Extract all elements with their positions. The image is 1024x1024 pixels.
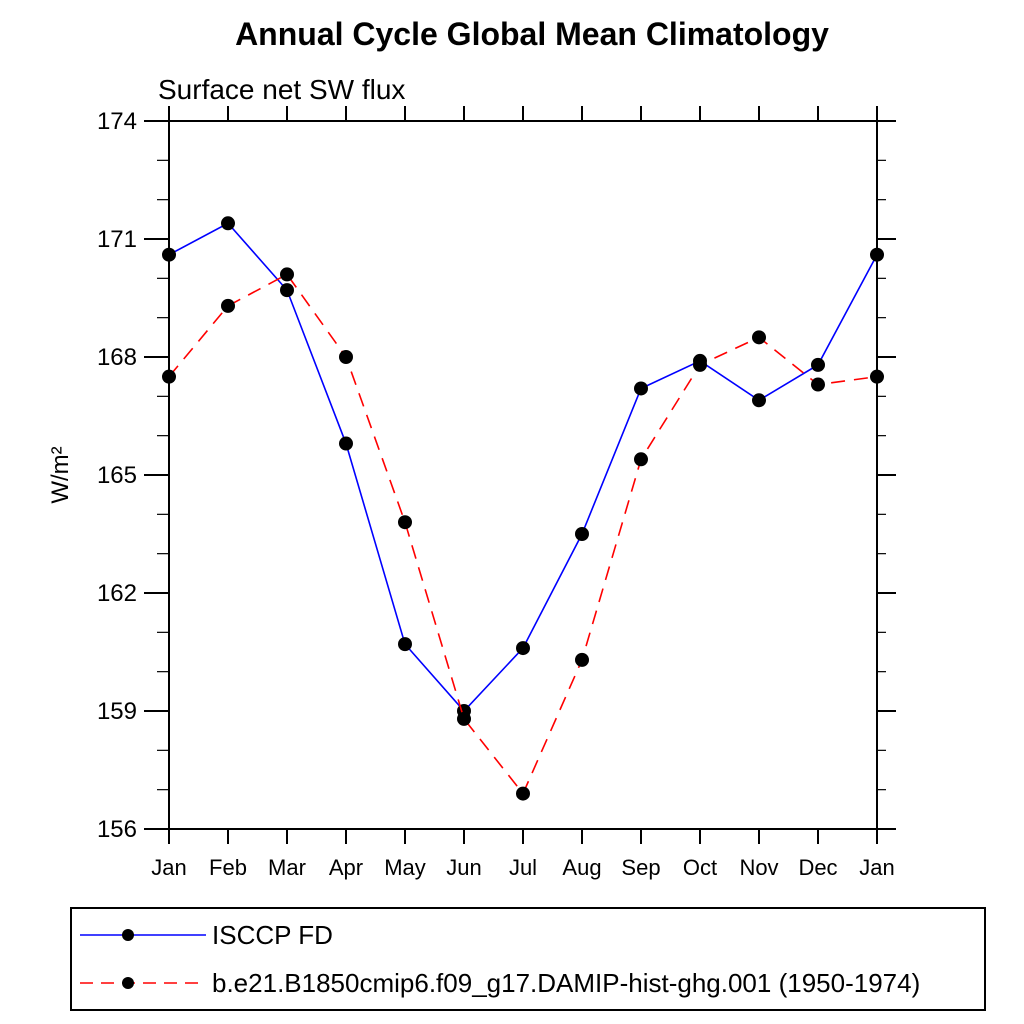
svg-text:Oct: Oct	[683, 855, 717, 880]
y-axis-tick-labels: 156 159 162 165 168 171 174	[97, 108, 137, 843]
legend-item-model: b.e21.B1850cmip6.f09_g17.DAMIP-hist-ghg.…	[72, 959, 984, 1007]
data-point	[811, 357, 825, 372]
svg-text:Apr: Apr	[329, 855, 363, 880]
data-point	[752, 330, 766, 345]
data-point	[575, 527, 589, 541]
data-point	[162, 369, 176, 384]
data-point	[870, 247, 884, 262]
data-point	[398, 637, 412, 652]
chart-title: Annual Cycle Global Mean Climatology	[235, 16, 829, 52]
svg-text:Jun: Jun	[446, 855, 481, 880]
data-point	[339, 436, 353, 451]
svg-text:Jan: Jan	[151, 855, 186, 880]
chart-subtitle: Surface net SW flux	[158, 74, 406, 105]
legend-line-marker-icon	[80, 929, 206, 941]
data-point	[634, 381, 648, 396]
y-axis-major-ticks	[144, 120, 896, 830]
data-point	[516, 786, 530, 801]
svg-text:Aug: Aug	[562, 855, 601, 880]
series-0	[162, 216, 884, 718]
axes-frame	[168, 120, 878, 830]
legend-label: ISCCP FD	[212, 919, 333, 950]
svg-text:171: 171	[97, 226, 137, 253]
data-point	[280, 267, 294, 282]
legend-label: b.e21.B1850cmip6.f09_g17.DAMIP-hist-ghg.…	[212, 967, 921, 998]
legend: ISCCP FD b.e21.B1850cmip6.f09_g17.DAMIP-…	[70, 907, 986, 1011]
svg-text:168: 168	[97, 344, 137, 371]
data-point	[811, 377, 825, 392]
svg-text:Jul: Jul	[509, 855, 537, 880]
data-point	[398, 515, 412, 530]
legend-line-marker-icon	[80, 977, 206, 989]
svg-text:Nov: Nov	[739, 855, 778, 880]
data-point	[457, 711, 471, 726]
data-point	[339, 350, 353, 364]
data-point	[752, 393, 766, 408]
x-axis-ticks	[168, 106, 878, 844]
data-point	[575, 652, 589, 667]
svg-text:Mar: Mar	[268, 855, 306, 880]
x-axis-tick-labels: Jan Feb Mar Apr May Jun Jul Aug Sep Oct Nov Dec Jan	[151, 855, 894, 880]
data-point	[634, 452, 648, 467]
data-point	[221, 216, 235, 231]
legend-item-isccp-fd: ISCCP FD	[72, 911, 984, 959]
svg-text:Dec: Dec	[798, 855, 837, 880]
data-point	[162, 247, 176, 262]
y-axis-minor-ticks	[157, 159, 886, 791]
data-point	[280, 283, 294, 298]
data-point	[870, 369, 884, 384]
data-point	[516, 641, 530, 656]
series-1	[162, 267, 884, 801]
svg-text:162: 162	[97, 580, 137, 607]
svg-text:165: 165	[97, 462, 137, 489]
svg-text:174: 174	[97, 108, 137, 135]
svg-text:156: 156	[97, 816, 137, 843]
svg-text:Feb: Feb	[209, 855, 247, 880]
svg-text:Sep: Sep	[621, 855, 660, 880]
y-axis-label: W/m²	[47, 446, 74, 504]
svg-text:Jan: Jan	[859, 855, 894, 880]
data-point	[221, 298, 235, 313]
data-point	[693, 357, 707, 372]
svg-text:May: May	[384, 855, 426, 880]
svg-text:159: 159	[97, 698, 137, 725]
